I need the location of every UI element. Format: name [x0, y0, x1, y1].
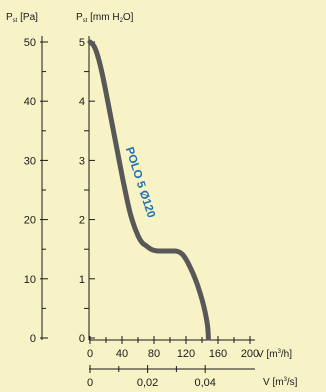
mm-tick-label: 0: [79, 333, 85, 345]
flow-h-axis-label: V [m3/h]: [257, 349, 292, 360]
pa-tick-label: 30: [24, 155, 36, 167]
pa-tick-label: 10: [24, 274, 36, 286]
mm-tick-label: 4: [79, 96, 85, 108]
mm-tick-label: 1: [79, 274, 85, 286]
flow-s-tick-label: 0: [87, 377, 93, 389]
flow-h-tick-label: 80: [148, 348, 160, 360]
flow-s-axis-label: V [m3/s]: [263, 377, 298, 388]
flow-h-tick-label: 120: [177, 348, 195, 360]
flow-h-tick-label: 40: [116, 348, 128, 360]
pa-tick-label: 20: [24, 215, 36, 227]
flow-s-tick-label: 0,04: [194, 377, 215, 389]
mm-h2o-axis-label: Pst [mm H2O]: [76, 12, 134, 24]
mm-tick-label: 3: [79, 155, 85, 167]
flow-s-tick-label: 0,02: [137, 377, 158, 389]
flow-h-tick-label: 200: [241, 348, 259, 360]
pa-tick-label: 40: [24, 96, 36, 108]
mm-tick-label: 2: [79, 215, 85, 227]
flow-h-tick-label: 0: [87, 348, 93, 360]
pa-tick-label: 0: [30, 333, 36, 345]
mm-tick-label: 5: [79, 37, 85, 49]
pa-tick-label: 50: [24, 37, 36, 49]
flow-h-tick-label: 160: [209, 348, 227, 360]
pa-axis-label: Pst [Pa]: [6, 12, 38, 24]
fan-curve-line: [87, 39, 211, 341]
